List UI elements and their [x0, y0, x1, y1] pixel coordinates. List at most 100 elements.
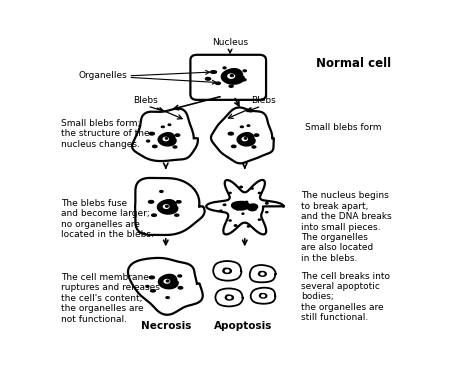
Polygon shape	[221, 69, 244, 84]
Ellipse shape	[258, 219, 261, 220]
Ellipse shape	[149, 132, 155, 135]
Text: The cell breaks into
several apoptotic
bodies;
the organelles are
still function: The cell breaks into several apoptotic b…	[301, 271, 390, 322]
Ellipse shape	[229, 192, 231, 194]
Ellipse shape	[223, 67, 226, 69]
Ellipse shape	[242, 213, 244, 214]
Ellipse shape	[240, 126, 243, 127]
Ellipse shape	[216, 82, 220, 84]
Ellipse shape	[175, 134, 180, 136]
Text: Apoptosis: Apoptosis	[214, 321, 272, 331]
Ellipse shape	[264, 275, 265, 276]
Ellipse shape	[237, 209, 238, 210]
Ellipse shape	[245, 138, 246, 139]
Ellipse shape	[153, 145, 157, 147]
Ellipse shape	[251, 188, 253, 189]
Ellipse shape	[175, 214, 179, 216]
Text: Small blebs form: Small blebs form	[305, 123, 381, 132]
Ellipse shape	[258, 192, 261, 194]
Ellipse shape	[163, 137, 168, 141]
Ellipse shape	[265, 203, 268, 204]
Ellipse shape	[152, 214, 156, 216]
Polygon shape	[250, 265, 275, 282]
Ellipse shape	[146, 285, 149, 287]
Text: Nucleus: Nucleus	[212, 38, 248, 47]
Polygon shape	[247, 204, 257, 211]
Text: Organelles: Organelles	[79, 71, 127, 80]
Ellipse shape	[176, 201, 181, 203]
Text: Blebs: Blebs	[251, 97, 275, 105]
Ellipse shape	[165, 205, 168, 207]
Polygon shape	[132, 109, 198, 161]
Ellipse shape	[226, 295, 229, 296]
Ellipse shape	[261, 273, 264, 275]
Ellipse shape	[242, 137, 247, 141]
Ellipse shape	[230, 298, 233, 300]
Ellipse shape	[258, 271, 266, 276]
Ellipse shape	[234, 225, 237, 226]
Ellipse shape	[231, 145, 236, 147]
Polygon shape	[158, 133, 176, 146]
Ellipse shape	[164, 280, 170, 283]
Polygon shape	[215, 288, 243, 306]
Text: The cell membrane
ruptures and releases
the cell's content;
the organelles are
n: The cell membrane ruptures and releases …	[61, 273, 160, 323]
Ellipse shape	[164, 205, 169, 208]
Text: Necrosis: Necrosis	[141, 321, 191, 331]
Polygon shape	[206, 180, 283, 234]
Ellipse shape	[229, 85, 233, 87]
Polygon shape	[213, 261, 241, 281]
Ellipse shape	[205, 77, 210, 80]
Text: Small blebs form;
the structure of the
nucleus changes.: Small blebs form; the structure of the n…	[61, 119, 150, 149]
Polygon shape	[158, 275, 178, 289]
Ellipse shape	[255, 134, 259, 136]
Ellipse shape	[151, 290, 155, 292]
Ellipse shape	[178, 286, 182, 289]
Ellipse shape	[259, 271, 262, 273]
Ellipse shape	[148, 201, 154, 203]
Ellipse shape	[166, 297, 169, 298]
Ellipse shape	[226, 270, 229, 272]
Text: Normal cell: Normal cell	[316, 57, 392, 70]
Polygon shape	[232, 201, 249, 210]
Ellipse shape	[223, 204, 226, 206]
Ellipse shape	[223, 268, 231, 273]
FancyBboxPatch shape	[191, 55, 266, 100]
Ellipse shape	[220, 210, 222, 211]
Ellipse shape	[178, 275, 182, 277]
Ellipse shape	[247, 125, 250, 126]
Ellipse shape	[229, 220, 231, 221]
Ellipse shape	[264, 296, 266, 297]
Ellipse shape	[161, 126, 164, 127]
Ellipse shape	[228, 132, 233, 135]
Polygon shape	[128, 258, 203, 315]
Ellipse shape	[160, 191, 163, 192]
Ellipse shape	[243, 70, 246, 72]
Ellipse shape	[262, 295, 264, 297]
Text: The nucleus begins
to break apart,
and the DNA breaks
into small pieces.
The org: The nucleus begins to break apart, and t…	[301, 191, 392, 263]
Ellipse shape	[224, 268, 227, 270]
Ellipse shape	[166, 280, 169, 282]
Text: The blebs fuse
and become larger;
no organelles are
located in the blebs.: The blebs fuse and become larger; no org…	[61, 199, 154, 239]
Ellipse shape	[228, 74, 235, 78]
Ellipse shape	[246, 201, 247, 203]
Polygon shape	[211, 107, 274, 163]
Ellipse shape	[173, 146, 177, 148]
Polygon shape	[237, 133, 255, 146]
Ellipse shape	[240, 186, 242, 188]
Ellipse shape	[146, 140, 150, 142]
Polygon shape	[157, 200, 178, 214]
Ellipse shape	[260, 294, 263, 295]
Ellipse shape	[149, 276, 155, 279]
Ellipse shape	[252, 146, 256, 148]
Ellipse shape	[225, 295, 233, 300]
Polygon shape	[135, 178, 205, 235]
Ellipse shape	[241, 79, 246, 81]
Ellipse shape	[266, 212, 268, 213]
Ellipse shape	[228, 296, 231, 299]
Ellipse shape	[165, 138, 168, 139]
Ellipse shape	[247, 226, 249, 227]
Text: Blebs: Blebs	[133, 97, 158, 105]
Polygon shape	[251, 288, 275, 304]
Ellipse shape	[259, 294, 267, 298]
Ellipse shape	[228, 271, 231, 273]
Ellipse shape	[230, 75, 233, 77]
